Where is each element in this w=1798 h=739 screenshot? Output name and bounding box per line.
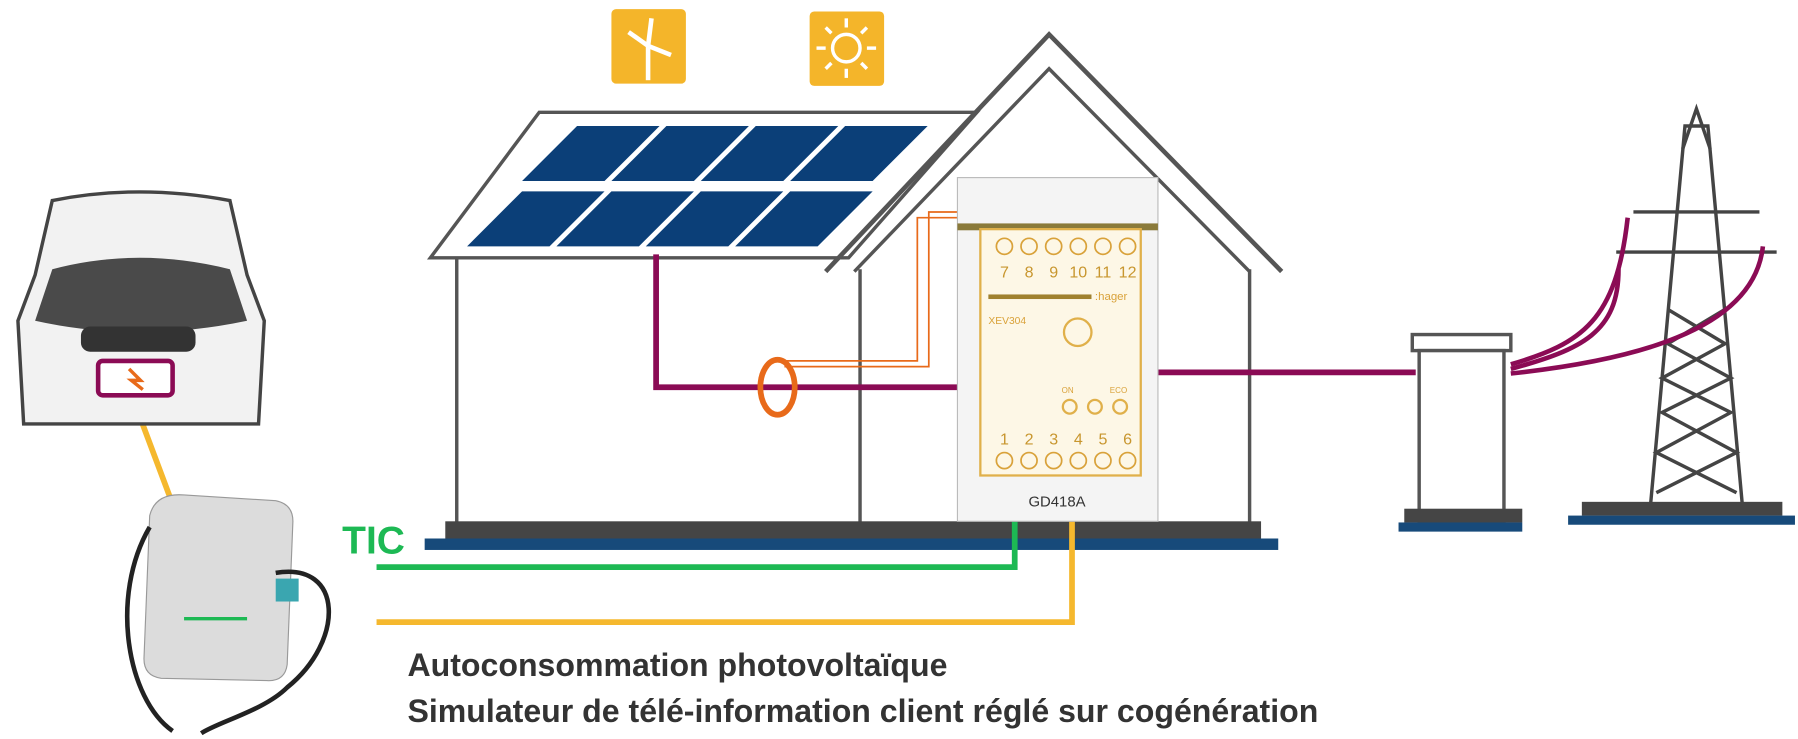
charger bbox=[127, 495, 329, 734]
terminal-number: 9 bbox=[1049, 263, 1058, 281]
terminal-number: 7 bbox=[1000, 263, 1009, 281]
car bbox=[18, 192, 264, 424]
terminal-number: 6 bbox=[1123, 431, 1132, 449]
terminal-number: 10 bbox=[1069, 263, 1087, 281]
wires bbox=[138, 212, 1415, 622]
terminal-number: 3 bbox=[1049, 431, 1058, 449]
terminal-number: 5 bbox=[1098, 431, 1107, 449]
tic-label: TIC bbox=[342, 519, 405, 562]
terminal-number: 12 bbox=[1119, 263, 1137, 281]
ground-base bbox=[425, 538, 1279, 549]
pylon bbox=[1511, 109, 1795, 525]
model: XEV304 bbox=[988, 316, 1026, 327]
on-label: ON bbox=[1062, 386, 1074, 395]
page: :hager XEV304 ON ECO GD418A 789101112123… bbox=[0, 0, 1798, 739]
ground bbox=[445, 521, 1261, 538]
wind-icon bbox=[611, 9, 685, 83]
terminal-number: 11 bbox=[1095, 263, 1112, 281]
module-label: GD418A bbox=[1028, 494, 1085, 510]
caption-line: Autoconsommation photovoltaïque bbox=[407, 647, 947, 683]
caption-line: Simulateur de télé-information client ré… bbox=[407, 693, 1318, 729]
sun-icon bbox=[810, 11, 884, 85]
terminal-number: 2 bbox=[1025, 431, 1034, 449]
terminal-number: 1 bbox=[1000, 431, 1009, 449]
terminal-number: 4 bbox=[1074, 431, 1083, 449]
terminal-number: 8 bbox=[1025, 263, 1034, 281]
diagram: :hager XEV304 ON ECO GD418A 789101112123… bbox=[0, 0, 1798, 739]
eco-label: ECO bbox=[1110, 386, 1127, 395]
brand: :hager bbox=[1095, 291, 1128, 303]
meter bbox=[1399, 335, 1523, 532]
